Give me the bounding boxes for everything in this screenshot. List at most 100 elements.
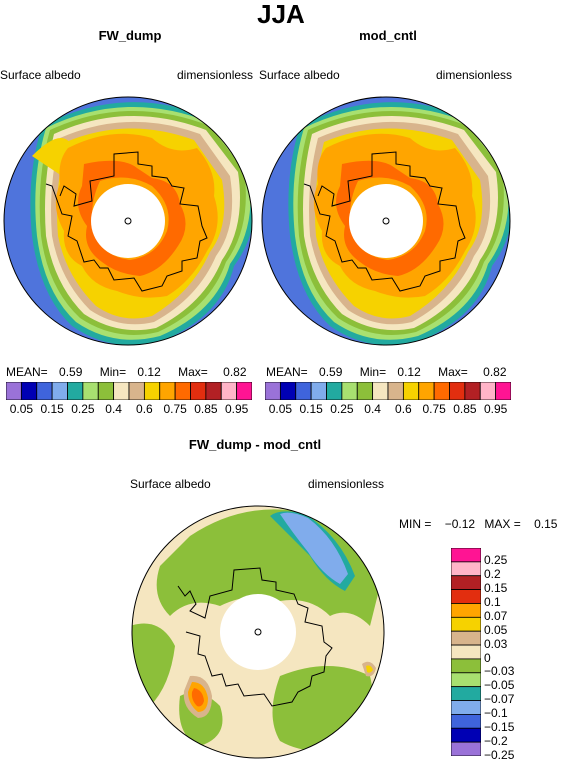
diff-colorbar-tick-label: −0.2 <box>484 733 508 748</box>
panel2-units-label: dimensionless <box>436 68 513 82</box>
fw-dump-colorbar-swatch <box>67 382 84 400</box>
panel-title-mod-cntl: mod_cntl <box>359 28 417 43</box>
diff-max-value: 0.15 <box>534 517 558 531</box>
diff-max-label: MAX = <box>484 517 521 531</box>
fw-dump-colorbar-tick-label: 0.4 <box>105 402 122 416</box>
mod-cntl-colorbar-tick-label: 0.6 <box>395 402 412 416</box>
diff-colorbar-swatch <box>451 713 481 729</box>
diff-colorbar-tick-label: −0.05 <box>484 678 515 693</box>
fw-dump-colorbar-swatch <box>159 382 176 400</box>
diff-colorbar-swatch <box>451 589 481 604</box>
mod-cntl-colorbar-swatch <box>279 382 297 400</box>
mod-cntl-colorbar-swatch <box>479 382 497 400</box>
panel1-min-label: Min= <box>99 365 127 379</box>
fw-dump-colorbar-swatch <box>220 382 238 400</box>
panel1-units-label: dimensionless <box>177 68 254 82</box>
panel2-variable-label: Surface albedo <box>259 68 340 82</box>
fw-dump-colorbar-swatch <box>236 382 252 400</box>
diff-colorbar-tick-label: 0.25 <box>484 553 508 568</box>
mod-cntl-colorbar-swatch <box>356 382 374 400</box>
diff-colorbar-tick-label: −0.15 <box>484 719 515 734</box>
diff-colorbar-swatch <box>451 658 481 674</box>
diff-variable-label: Surface albedo <box>130 477 211 491</box>
panel1-min-value: 0.12 <box>137 365 161 379</box>
polar-map-mod-cntl <box>261 96 511 346</box>
panel1-variable-label: Surface albedo <box>0 68 81 82</box>
colorbar-fw-dump-ticks: 0.05 0.15 0.25 0.4 0.6 0.75 0.85 0.95 <box>0 402 260 418</box>
mod-cntl-colorbar-tick-label: 0.15 <box>299 402 323 416</box>
fw-dump-colorbar-swatch <box>36 382 53 400</box>
diff-colorbar-swatch <box>451 686 481 701</box>
diff-colorbar-tick-label: 0 <box>484 650 491 665</box>
colorbar-difference-ticks: 0.25 0.2 0.15 0.1 0.07 0.05 0.03 0 −0.03 −0.05 −0.… <box>484 548 554 761</box>
mod-cntl-colorbar-swatch <box>402 382 420 400</box>
panel2-mean-value: 0.59 <box>319 365 343 379</box>
mod-cntl-colorbar-swatch <box>372 382 389 400</box>
mod-cntl-colorbar-tick-label: 0.75 <box>422 402 446 416</box>
diff-colorbar-swatch <box>451 727 481 743</box>
panel-title-fw-dump: FW_dump <box>98 28 162 43</box>
diff-colorbar-swatch <box>451 603 481 618</box>
panel2-max-label: Max= <box>438 365 468 379</box>
panel2-max-value: 0.82 <box>483 365 507 379</box>
diff-colorbar-swatch <box>451 644 481 660</box>
panel1-mean-value: 0.59 <box>59 365 83 379</box>
mod-cntl-colorbar-swatch <box>341 382 358 400</box>
mod-cntl-colorbar-swatch <box>295 382 312 400</box>
polar-map-fw-dump <box>3 96 253 346</box>
mod-cntl-colorbar-swatch <box>418 382 435 400</box>
diff-colorbar-tick-label: −0.1 <box>484 706 508 720</box>
panel1-max-label: Max= <box>178 365 208 379</box>
panel1-stats: MEAN= 0.59 Min= 0.12 Max= 0.82 <box>6 365 247 379</box>
panel2-stats: MEAN= 0.59 Min= 0.12 Max= 0.82 <box>266 365 507 379</box>
fw-dump-colorbar-swatch <box>143 382 161 400</box>
diff-colorbar-tick-label: 0.2 <box>484 567 501 582</box>
fw-dump-colorbar-swatch <box>174 382 191 400</box>
fw-dump-colorbar-tick-label: 0.05 <box>9 402 34 416</box>
mod-cntl-colorbar-swatch <box>464 382 481 400</box>
diff-colorbar-swatch <box>451 575 481 591</box>
fw-dump-colorbar-tick-label: 0.15 <box>40 402 64 416</box>
mod-cntl-colorbar-tick-label: 0.95 <box>483 402 508 416</box>
mod-cntl-colorbar-swatch <box>495 382 511 400</box>
mod-cntl-colorbar-tick-label: 0.4 <box>364 402 381 416</box>
fw-dump-colorbar-swatch <box>6 382 22 400</box>
panel2-mean-label: MEAN= <box>266 365 308 379</box>
diff-min-value: −0.12 <box>444 517 476 531</box>
fw-dump-colorbar-swatch <box>205 382 222 400</box>
diff-colorbar-tick-label: −0.07 <box>484 692 515 707</box>
diff-colorbar-tick-label: −0.25 <box>484 747 515 762</box>
colorbar-fw-dump <box>6 382 252 400</box>
diff-colorbar-swatch <box>451 548 481 563</box>
fw-dump-colorbar-swatch <box>97 382 115 400</box>
diff-colorbar-tick-label: 0.05 <box>484 622 508 637</box>
fw-dump-colorbar-swatch <box>113 382 130 400</box>
fw-dump-colorbar-tick-label: 0.25 <box>71 402 95 416</box>
diff-minmax: MIN = −0.12 MAX = 0.15 <box>399 517 557 531</box>
diff-colorbar-tick-label: 0.07 <box>484 608 508 623</box>
mod-cntl-colorbar-swatch <box>310 382 327 400</box>
diff-colorbar-swatch <box>451 741 481 756</box>
fw-dump-colorbar-tick-label: 0.85 <box>194 402 218 416</box>
diff-colorbar-tick-label: 0.15 <box>484 581 508 596</box>
fw-dump-colorbar-tick-label: 0.95 <box>224 402 249 416</box>
polar-map-difference <box>131 505 385 759</box>
diff-colorbar-swatch <box>451 672 481 688</box>
panel2-min-value: 0.12 <box>397 365 421 379</box>
fw-dump-colorbar-tick-label: 0.75 <box>163 402 187 416</box>
mod-cntl-colorbar-swatch <box>326 382 343 400</box>
diff-colorbar-tick-label: 0.03 <box>484 636 508 651</box>
fw-dump-colorbar-swatch <box>82 382 99 400</box>
main-title: JJA <box>257 0 305 29</box>
fw-dump-colorbar-swatch <box>128 382 145 400</box>
mod-cntl-colorbar-swatch <box>449 382 466 400</box>
panel1-mean-label: MEAN= <box>6 365 48 379</box>
colorbar-mod-cntl-ticks: 0.05 0.15 0.25 0.4 0.6 0.75 0.85 0.95 <box>259 402 519 418</box>
mod-cntl-colorbar-tick-label: 0.05 <box>268 402 293 416</box>
diff-panel-title: FW_dump - mod_cntl <box>188 437 322 452</box>
diff-colorbar-swatch <box>451 700 481 715</box>
diff-colorbar-swatch <box>451 561 481 577</box>
diff-colorbar-swatch <box>451 616 481 632</box>
fw-dump-colorbar-swatch <box>190 382 207 400</box>
mod-cntl-colorbar-tick-label: 0.25 <box>330 402 354 416</box>
